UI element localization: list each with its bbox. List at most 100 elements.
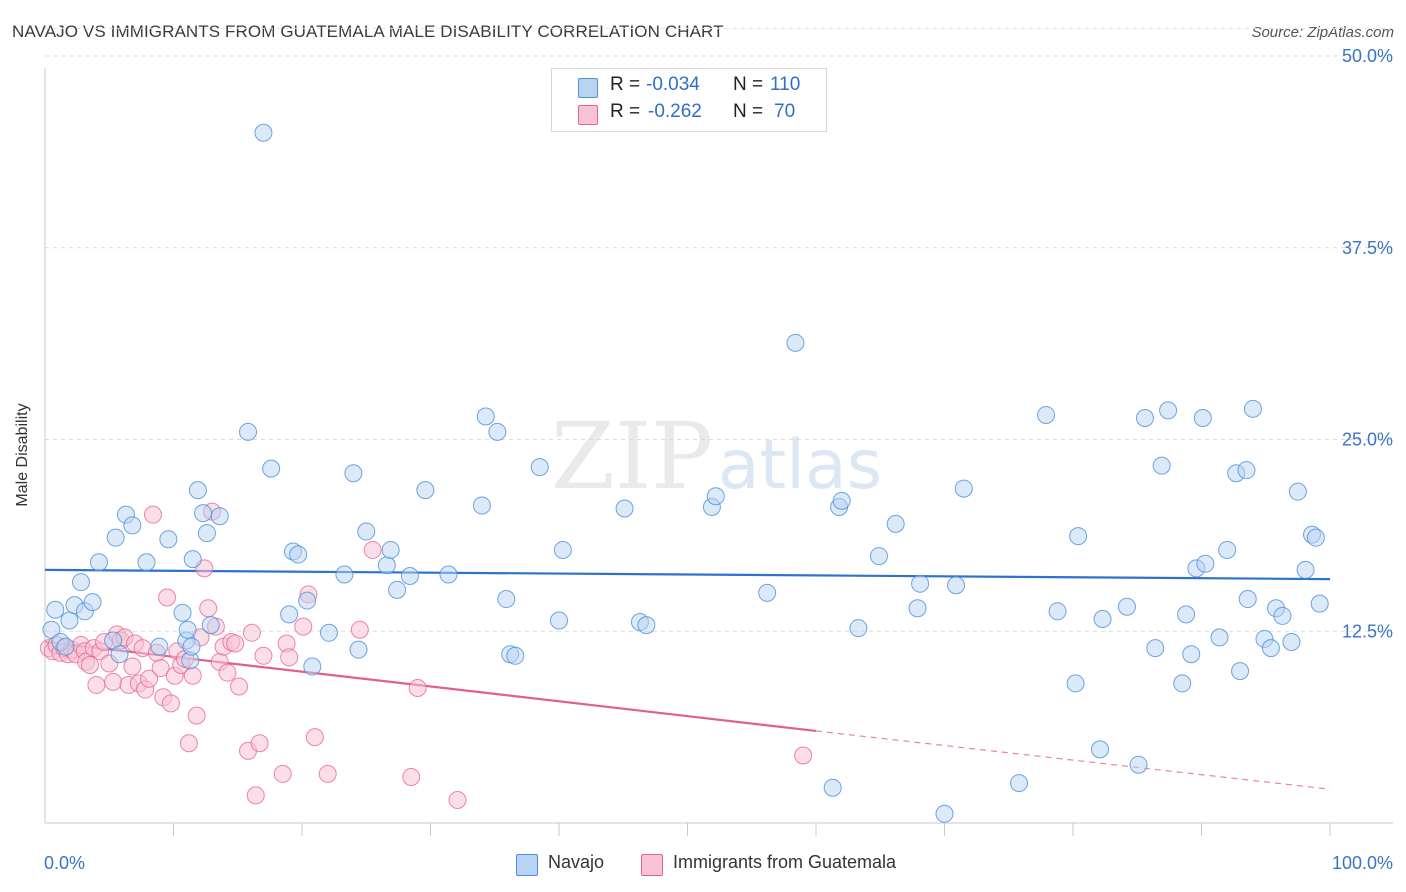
navajo-point — [497, 590, 516, 609]
guatemala-point — [273, 764, 292, 783]
navajo-point — [123, 516, 142, 535]
r-value: -0.034 — [646, 74, 700, 95]
navajo-point — [110, 645, 129, 664]
guatemala-point — [363, 540, 382, 559]
navajo-point — [357, 522, 376, 541]
n-label: N = — [733, 74, 764, 95]
watermark: ZIP atlas — [551, 403, 882, 510]
navajo-point — [1037, 405, 1056, 424]
r-label: R = — [610, 101, 641, 122]
r-label: R = — [610, 74, 641, 95]
n-value: 110 — [770, 74, 801, 95]
navajo-point — [476, 407, 495, 426]
y-tick-label: 50.0% — [1342, 46, 1393, 66]
navajo-point — [1177, 605, 1196, 624]
navajo-point — [106, 528, 125, 547]
navajo-point — [911, 574, 930, 593]
navajo-point — [786, 333, 805, 352]
navajo-point — [1231, 662, 1250, 681]
navajo-point — [1273, 606, 1292, 625]
navajo-point — [183, 550, 202, 569]
guatemala-point — [230, 677, 249, 696]
navajo-points — [42, 123, 1329, 823]
navajo-point — [42, 620, 61, 639]
chart-title: NAVAJO VS IMMIGRANTS FROM GUATEMALA MALE… — [12, 22, 724, 41]
watermark-atlas: atlas — [718, 426, 882, 505]
navajo-point — [935, 804, 954, 823]
navajo-point — [182, 637, 201, 656]
navajo-point — [303, 657, 322, 676]
navajo-point — [1066, 674, 1085, 693]
guatemala-point — [123, 657, 142, 676]
navajo-swatch — [578, 78, 598, 98]
navajo-point — [506, 646, 525, 665]
navajo-point — [1243, 399, 1262, 418]
navajo-point — [197, 524, 216, 543]
navajo-point — [1010, 774, 1029, 793]
navajo-point — [319, 623, 338, 642]
navajo-point — [137, 553, 156, 572]
r-value: -0.262 — [648, 101, 702, 122]
guatemala-point — [280, 648, 299, 667]
navajo-point — [758, 583, 777, 602]
navajo-point — [1196, 554, 1215, 573]
navajo-point — [1182, 645, 1201, 664]
guatemala-point — [104, 672, 123, 691]
navajo-point — [1296, 560, 1315, 579]
navajo-point — [71, 573, 90, 592]
navajo-point — [178, 620, 197, 639]
navajo-point — [1218, 540, 1237, 559]
n-value: 70 — [774, 101, 796, 122]
navajo-point — [886, 514, 905, 533]
navajo-point — [83, 593, 102, 612]
navajo-point — [262, 459, 281, 478]
guatemala-point — [294, 617, 313, 636]
navajo-point — [239, 422, 258, 441]
guatemala-point — [158, 588, 177, 607]
navajo-point — [1117, 597, 1136, 616]
navajo-point — [150, 637, 169, 656]
navajo-point — [637, 616, 656, 635]
navajo-point — [60, 611, 79, 630]
navajo-point — [1310, 594, 1329, 613]
navajo-point — [416, 481, 435, 500]
legend-swatch-navajo — [516, 854, 538, 876]
navajo-point — [1069, 527, 1088, 546]
navajo-point — [1288, 482, 1307, 501]
navajo-point — [46, 600, 65, 619]
guatemala-point — [199, 599, 218, 618]
navajo-point — [56, 637, 75, 656]
navajo-point — [1193, 409, 1212, 428]
navajo-point — [615, 499, 634, 518]
legend-swatch-guatemala — [641, 854, 663, 876]
n-label: N = — [733, 101, 764, 122]
guatemala-swatch — [578, 105, 598, 125]
navajo-point — [1152, 456, 1171, 475]
navajo-point — [210, 507, 229, 526]
navajo-point — [550, 611, 568, 630]
guatemala-point — [143, 505, 162, 524]
guatemala-point — [242, 623, 261, 642]
y-axis-label: Male Disability — [14, 403, 31, 507]
navajo-point — [1306, 528, 1325, 547]
tick-labels: 12.5% 25.0% 37.5% 50.0% 0.0% 100.0% — [44, 46, 1393, 873]
navajo-point — [832, 491, 851, 510]
navajo-point — [1093, 609, 1112, 628]
navajo-point — [400, 567, 419, 586]
navajo-point — [377, 556, 396, 575]
guatemala-point — [226, 634, 245, 653]
navajo-point — [553, 540, 572, 559]
navajo-point — [159, 530, 178, 549]
guatemala-points — [39, 502, 813, 809]
guatemala-point — [80, 655, 99, 674]
navajo-point — [1173, 674, 1192, 693]
guatemala-point — [305, 728, 324, 747]
guatemala-point — [408, 679, 427, 698]
grid-lines — [45, 27, 1392, 632]
navajo-point — [530, 458, 549, 477]
navajo-point — [335, 565, 354, 584]
navajo-point — [1282, 632, 1301, 651]
guatemala-point — [448, 790, 467, 809]
navajo-point — [298, 591, 317, 610]
navajo-point — [344, 464, 363, 483]
